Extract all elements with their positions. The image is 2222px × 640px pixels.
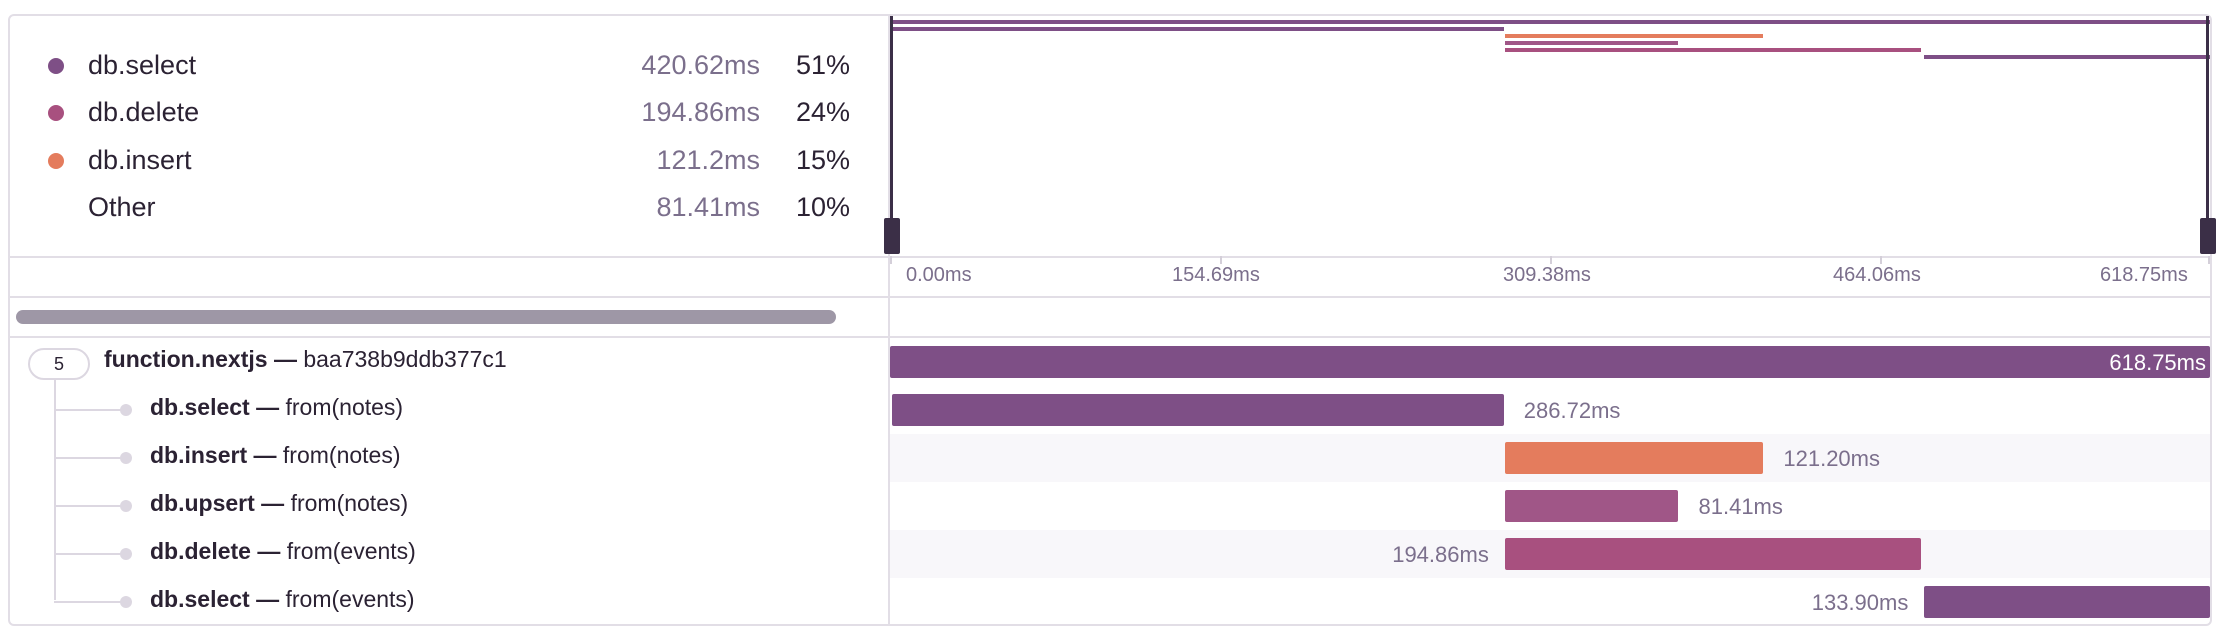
minimap-left-handle[interactable] <box>884 218 900 254</box>
span-bar-duration-label: 286.72ms <box>1523 398 1621 423</box>
span-row[interactable]: db.insert — from(notes) <box>150 442 401 469</box>
tree-branch <box>54 505 126 507</box>
legend-duration: 81.41ms <box>656 192 760 222</box>
legend-op-name: Other <box>88 192 156 222</box>
span-bar[interactable] <box>1504 490 1679 522</box>
legend-color-dot <box>48 153 64 169</box>
tree-node-dot <box>120 452 132 464</box>
tree-node-dot <box>120 596 132 608</box>
tick-mark <box>2208 256 2210 264</box>
span-op: db.select — <box>150 394 280 420</box>
tick-label: 0.00ms <box>906 264 972 286</box>
tree-branch <box>54 601 126 603</box>
span-bar-duration-label: 121.20ms <box>1783 446 1880 471</box>
tick-label: 154.69ms <box>1172 264 1260 286</box>
span-op: db.insert — <box>150 442 277 468</box>
span-op: function.nextjs — <box>104 346 297 372</box>
span-op: db.select — <box>150 586 280 612</box>
legend-percent: 10% <box>795 192 850 222</box>
span-bar-duration-label: 618.75ms <box>2109 350 2206 375</box>
header-divider <box>8 256 2212 258</box>
span-description: from(events) <box>285 586 415 612</box>
span-bar[interactable] <box>892 394 1504 426</box>
span-bar-duration-label: 194.86ms <box>1392 542 1489 567</box>
child-count-badge[interactable]: 5 <box>28 348 90 380</box>
span-op: db.delete — <box>150 538 281 564</box>
tree-node-dot <box>120 548 132 560</box>
legend-duration: 121.2ms <box>656 145 760 175</box>
minimap-span-line <box>890 20 2210 24</box>
tree-branch <box>54 457 126 459</box>
span-row[interactable]: db.select — from(events) <box>150 586 415 613</box>
tree-node-dot <box>120 500 132 512</box>
tree-node-dot <box>120 404 132 416</box>
tick-mark <box>1220 256 1222 264</box>
legend-op-name: db.delete <box>88 97 200 127</box>
minimap-right-handle[interactable] <box>2200 218 2216 254</box>
tick-mark <box>1550 256 1552 264</box>
legend-op-name: db.select <box>88 50 197 80</box>
minimap-span-line <box>1924 55 2210 59</box>
tick-mark <box>890 256 892 264</box>
tree-connector <box>54 378 56 600</box>
span-bar[interactable] <box>1504 538 1921 570</box>
trace-minimap[interactable] <box>890 16 2210 256</box>
span-bar-root[interactable] <box>890 346 2210 378</box>
legend-percent: 24% <box>795 97 850 127</box>
horizontal-scrollbar[interactable] <box>16 310 836 324</box>
span-bar[interactable] <box>1504 442 1764 474</box>
minimap-span-line <box>1504 34 1764 38</box>
span-row[interactable]: db.delete — from(events) <box>150 538 416 565</box>
tick-label: 464.06ms <box>1833 264 1921 286</box>
span-description: from(events) <box>286 538 416 564</box>
span-bar-duration-label: 133.90ms <box>1811 590 1909 615</box>
minimap-right-handle-line <box>2206 16 2209 254</box>
span-description: from(notes) <box>282 442 401 468</box>
tree-branch <box>54 553 126 555</box>
span-description: baa738b9ddb377c1 <box>303 346 507 372</box>
span-row[interactable]: db.upsert — from(notes) <box>150 490 408 517</box>
panel-divider[interactable] <box>888 14 890 626</box>
legend-duration: 420.62ms <box>641 50 760 80</box>
legend-color-dot <box>48 105 64 121</box>
span-op: db.upsert — <box>150 490 285 516</box>
span-row-root[interactable]: function.nextjs — baa738b9ddb377c1 <box>104 346 507 373</box>
legend-duration: 194.86ms <box>641 97 760 127</box>
tick-label: 618.75ms <box>2100 264 2188 286</box>
span-bar[interactable] <box>1924 586 2210 618</box>
legend-percent: 15% <box>795 145 850 175</box>
legend-color-dot <box>48 58 64 74</box>
minimap-left-handle-line <box>890 16 893 254</box>
span-bar-duration-label: 81.41ms <box>1698 494 1783 519</box>
legend-op-name: db.insert <box>88 145 192 175</box>
tree-branch <box>54 409 126 411</box>
span-row[interactable]: db.select — from(notes) <box>150 394 403 421</box>
scroll-divider <box>8 296 2212 298</box>
tick-mark <box>1880 256 1882 264</box>
legend-percent: 51% <box>795 50 850 80</box>
tick-label: 309.38ms <box>1503 264 1591 286</box>
minimap-span-line <box>1504 41 1679 45</box>
minimap-span-line <box>892 27 1504 31</box>
span-description: from(notes) <box>290 490 409 516</box>
span-description: from(notes) <box>285 394 404 420</box>
rows-divider <box>8 336 2212 338</box>
minimap-span-line <box>1504 48 1921 52</box>
